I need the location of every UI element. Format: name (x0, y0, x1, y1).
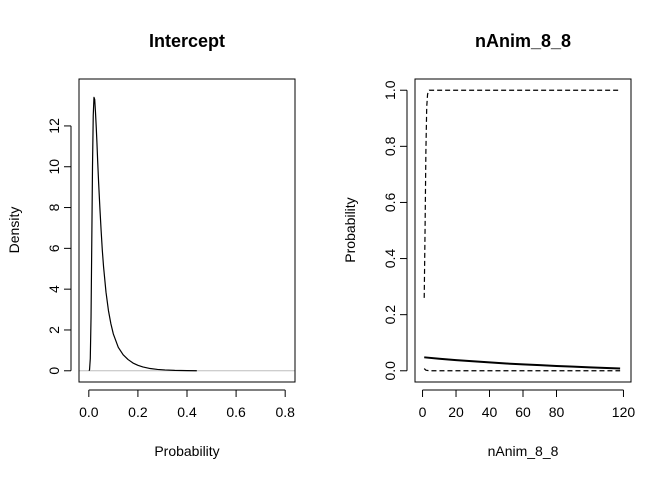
y-tick-label: 0.0 (382, 361, 398, 381)
x-tick-label: 80 (549, 404, 565, 420)
x-tick-label: 0.4 (177, 404, 197, 420)
y-tick-label: 8 (46, 203, 62, 211)
y-tick-label: 0.6 (382, 193, 398, 213)
series-line-1 (423, 89, 621, 298)
x-tick-label: 40 (482, 404, 498, 420)
x-tick-label: 120 (612, 404, 636, 420)
x-axis-label: Probability (154, 443, 219, 459)
plot-frame (78, 78, 296, 383)
y-axis-label: Probability (342, 197, 358, 262)
series-line-0 (88, 96, 197, 372)
y-tick-label: 0.2 (382, 305, 398, 325)
plot-frame (414, 78, 632, 383)
y-tick-label: 0.4 (382, 249, 398, 269)
nanim-probability-panel: nAnim_8_8 nAnim_8_8 Probability 0 20 40 60 8… (342, 31, 635, 459)
series-line-0 (424, 356, 621, 370)
series-line-2 (423, 368, 621, 372)
chart-title: Intercept (149, 31, 225, 51)
x-tick-label: 20 (448, 404, 464, 420)
x-axis-label: nAnim_8_8 (488, 443, 559, 459)
y-tick-label: 4 (46, 285, 62, 293)
chart-title: nAnim_8_8 (475, 31, 571, 51)
y-tick-label: 1.0 (382, 80, 398, 100)
y-axis-label: Density (6, 207, 22, 254)
x-tick-label: 60 (515, 404, 531, 420)
x-tick-label: 0.6 (226, 404, 246, 420)
y-tick-label: 2 (46, 326, 62, 334)
x-tick-label: 0.8 (275, 404, 295, 420)
x-tick-label: 0.2 (128, 404, 148, 420)
y-tick-label: 12 (46, 118, 62, 134)
y-tick-label: 10 (46, 159, 62, 175)
x-tick-label: 0 (419, 404, 427, 420)
y-tick-label: 0.8 (382, 136, 398, 156)
intercept-density-panel: Intercept Probability Density 0.0 0.2 0.4 0… (6, 31, 296, 459)
x-tick-label: 0.0 (79, 404, 99, 420)
y-tick-label: 0 (46, 367, 62, 375)
y-tick-label: 6 (46, 244, 62, 252)
